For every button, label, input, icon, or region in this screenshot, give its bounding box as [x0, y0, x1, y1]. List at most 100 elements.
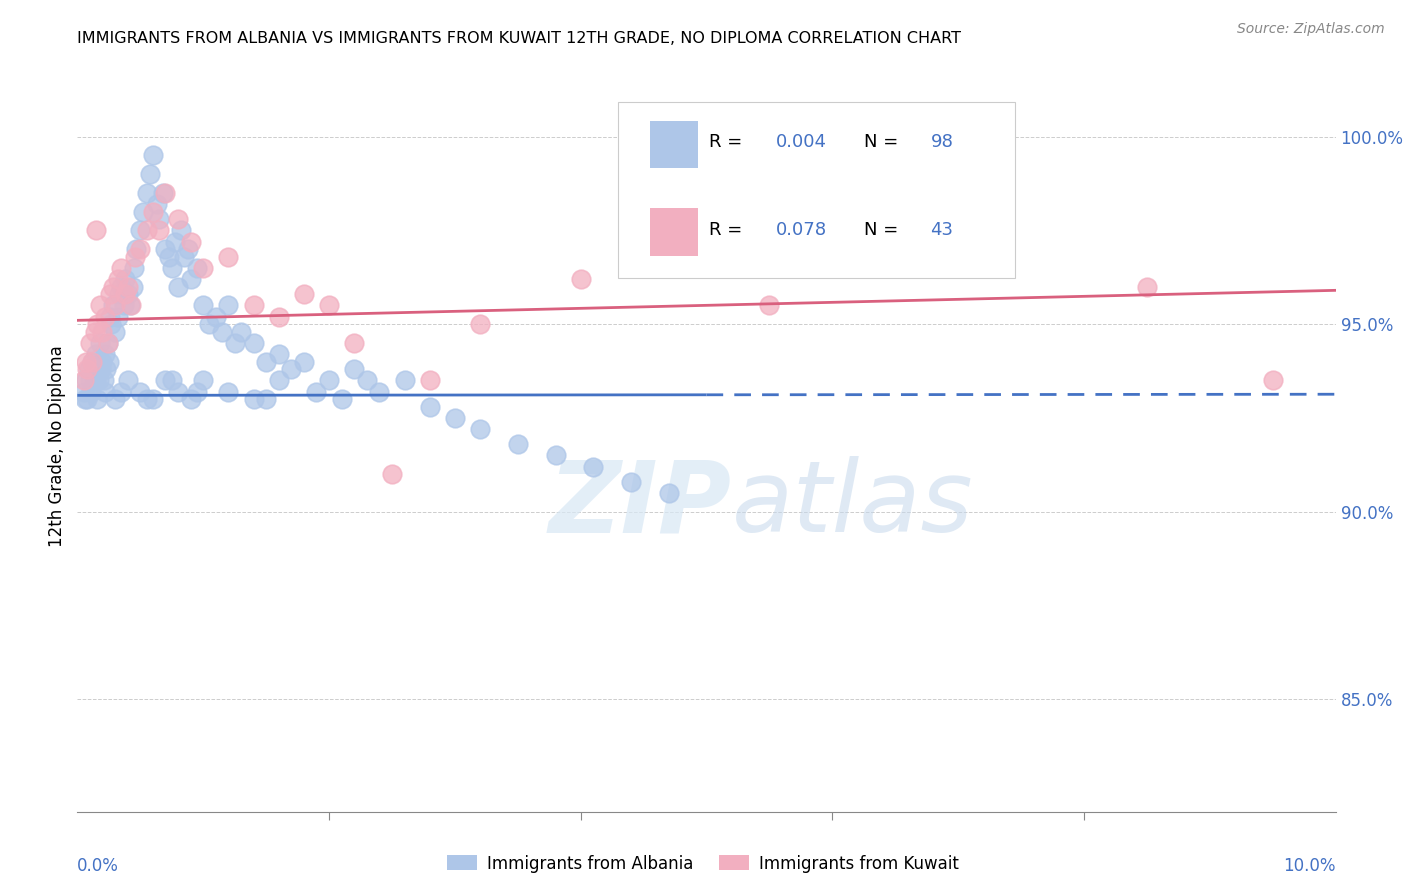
- Text: R =: R =: [709, 221, 748, 239]
- Point: [101, 298, 124, 312]
- Point: [107, 310, 129, 324]
- Point: [180, 235, 202, 249]
- FancyBboxPatch shape: [650, 209, 697, 256]
- Point: [242, 335, 264, 350]
- Point: [91, 325, 114, 339]
- Point: [444, 410, 467, 425]
- Point: [94, 347, 117, 361]
- Point: [506, 437, 529, 451]
- Point: [82, 354, 104, 368]
- Point: [582, 459, 605, 474]
- Point: [121, 279, 143, 293]
- Point: [132, 204, 155, 219]
- Point: [76, 392, 98, 406]
- Point: [658, 486, 681, 500]
- Point: [100, 317, 122, 331]
- Legend: Immigrants from Albania, Immigrants from Kuwait: Immigrants from Albania, Immigrants from…: [440, 848, 966, 880]
- Point: [254, 354, 277, 368]
- Point: [191, 373, 215, 387]
- Point: [544, 449, 567, 463]
- Point: [89, 335, 111, 350]
- Text: 0.0%: 0.0%: [77, 856, 120, 875]
- Point: [186, 384, 208, 399]
- Point: [419, 373, 441, 387]
- Point: [96, 335, 118, 350]
- Point: [93, 373, 115, 387]
- Text: 0.078: 0.078: [776, 221, 827, 239]
- Text: R =: R =: [709, 134, 748, 152]
- Point: [76, 362, 98, 376]
- Point: [177, 242, 200, 256]
- Point: [98, 287, 121, 301]
- Point: [155, 242, 177, 256]
- Point: [160, 260, 183, 275]
- Point: [101, 279, 124, 293]
- Point: [82, 354, 104, 368]
- Point: [419, 400, 441, 414]
- Point: [145, 197, 167, 211]
- Point: [120, 298, 142, 312]
- Point: [135, 392, 157, 406]
- Point: [191, 298, 215, 312]
- Point: [135, 186, 157, 200]
- Point: [89, 298, 111, 312]
- Point: [124, 250, 146, 264]
- Point: [343, 362, 366, 376]
- Point: [191, 260, 215, 275]
- Text: 10.0%: 10.0%: [1284, 856, 1336, 875]
- Point: [343, 335, 366, 350]
- Point: [169, 223, 191, 237]
- Point: [120, 298, 142, 312]
- Point: [110, 260, 132, 275]
- Point: [157, 250, 180, 264]
- Point: [114, 287, 136, 301]
- Point: [75, 373, 97, 387]
- Point: [110, 384, 132, 399]
- Point: [112, 298, 135, 312]
- Point: [267, 347, 290, 361]
- Point: [79, 335, 101, 350]
- Point: [117, 279, 139, 293]
- Point: [84, 362, 107, 376]
- Point: [468, 422, 491, 436]
- Text: 0.004: 0.004: [776, 134, 827, 152]
- Point: [155, 186, 177, 200]
- Point: [229, 325, 252, 339]
- Point: [569, 272, 592, 286]
- Point: [180, 272, 202, 286]
- Text: 98: 98: [931, 134, 953, 152]
- Point: [94, 384, 117, 399]
- Point: [292, 287, 315, 301]
- Point: [80, 384, 103, 399]
- Point: [104, 392, 127, 406]
- Text: 43: 43: [931, 221, 953, 239]
- Point: [381, 467, 404, 482]
- Point: [167, 279, 190, 293]
- Point: [217, 250, 239, 264]
- Point: [104, 325, 127, 339]
- Point: [139, 167, 162, 181]
- Point: [75, 354, 97, 368]
- Point: [305, 384, 328, 399]
- Point: [254, 392, 277, 406]
- Point: [267, 373, 290, 387]
- FancyBboxPatch shape: [650, 120, 697, 168]
- Point: [224, 335, 246, 350]
- Point: [94, 310, 117, 324]
- Point: [77, 362, 100, 376]
- Text: N =: N =: [863, 134, 904, 152]
- Point: [129, 242, 152, 256]
- Point: [96, 335, 118, 350]
- Point: [1136, 279, 1159, 293]
- Point: [633, 250, 655, 264]
- FancyBboxPatch shape: [619, 103, 1015, 277]
- Point: [368, 384, 391, 399]
- Point: [292, 354, 315, 368]
- Point: [122, 260, 145, 275]
- Point: [87, 373, 110, 387]
- Point: [155, 373, 177, 387]
- Point: [98, 310, 121, 324]
- Point: [96, 362, 118, 376]
- Point: [72, 384, 94, 399]
- Text: ZIP: ZIP: [548, 456, 731, 553]
